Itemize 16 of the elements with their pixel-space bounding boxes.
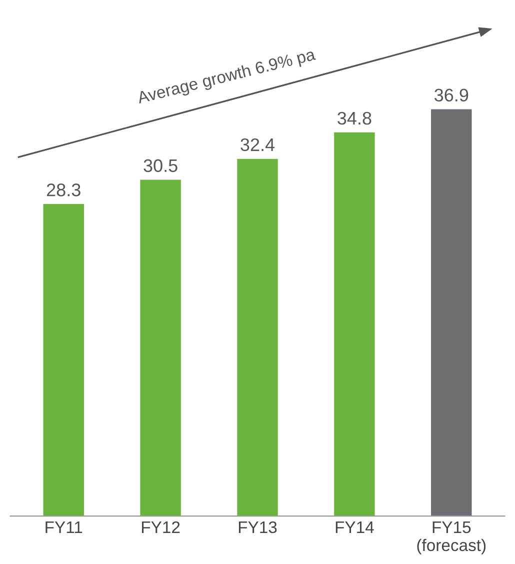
bar	[334, 132, 375, 516]
x-tick-label: FY14	[336, 522, 374, 533]
x-tick-label: FY11	[46, 522, 82, 533]
bar	[43, 204, 84, 516]
data-label: 36.9	[434, 88, 468, 102]
text: Average growth 6.9% pa	[136, 48, 317, 107]
x-tick-label: FY15 (forecast)	[417, 522, 486, 554]
x-tick-label: FY12	[142, 521, 180, 533]
bar	[431, 109, 472, 516]
x-tick-label: FY13	[238, 521, 277, 534]
data-label: 28.3	[46, 184, 80, 196]
data-label: 32.4	[240, 138, 275, 152]
bar	[140, 180, 181, 516]
data-label: 34.8	[338, 112, 372, 125]
bar	[237, 158, 278, 516]
data-label: 30.5	[144, 159, 178, 172]
